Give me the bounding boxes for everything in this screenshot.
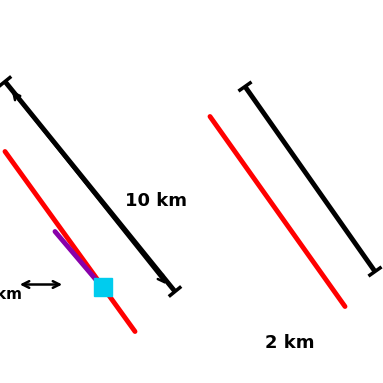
- Text: 10 km: 10 km: [125, 193, 187, 211]
- Text: 2 km: 2 km: [0, 287, 22, 302]
- Text: 2 km: 2 km: [265, 334, 315, 352]
- Bar: [94, 278, 112, 296]
